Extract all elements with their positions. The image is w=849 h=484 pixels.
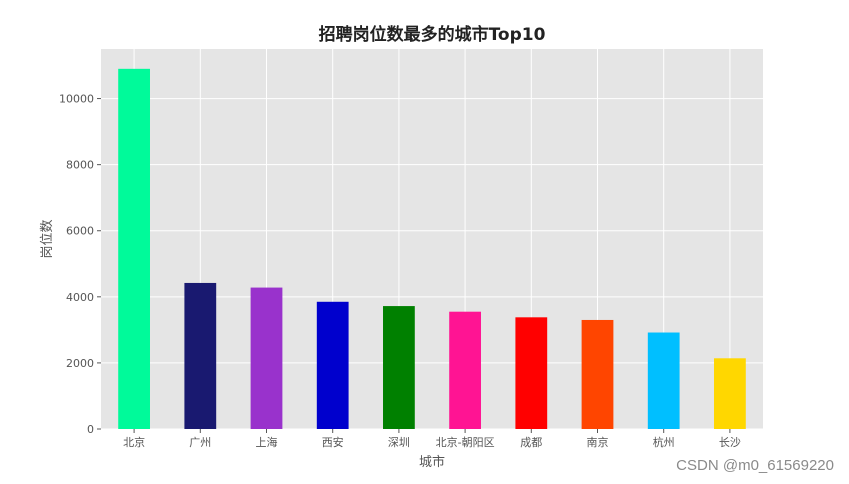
y-tick-label: 4000 xyxy=(66,291,94,304)
x-tick-label: 北京 xyxy=(123,435,145,449)
x-tick-label: 南京 xyxy=(587,435,609,449)
bar-1 xyxy=(118,68,150,430)
bar-2 xyxy=(184,282,217,429)
chart-title: 招聘岗位数最多的城市Top10 xyxy=(319,24,546,45)
y-tick-labels: 0 2000 4000 6000 8000 10000 xyxy=(59,93,101,436)
y-tick-label: 0 xyxy=(87,423,94,436)
x-tick-labels: 北京 广州 上海 西安 深圳 北京-朝阳区 成都 南京 杭州 长沙 xyxy=(123,429,741,449)
watermark-text: CSDN @m0_61569220 xyxy=(676,457,834,474)
bar-8 xyxy=(581,319,614,429)
y-axis-label: 岗位数 xyxy=(40,219,55,258)
bar-9 xyxy=(647,332,680,429)
y-tick-label: 6000 xyxy=(66,225,94,238)
x-tick-label: 杭州 xyxy=(653,435,675,449)
x-tick-label: 北京-朝阳区 xyxy=(436,435,495,449)
y-tick-label: 10000 xyxy=(59,93,94,106)
x-tick-label: 广州 xyxy=(189,436,211,449)
x-tick-label: 成都 xyxy=(520,436,542,449)
bar-10 xyxy=(714,358,746,429)
bar-5 xyxy=(383,306,415,429)
bar-6 xyxy=(449,311,481,429)
bar-3 xyxy=(250,287,283,429)
bars xyxy=(118,68,746,430)
x-tick-label: 上海 xyxy=(256,435,278,449)
y-tick-label: 2000 xyxy=(66,357,94,370)
bar-7 xyxy=(515,317,548,429)
x-tick-label: 深圳 xyxy=(388,436,410,449)
y-tick-label: 8000 xyxy=(66,159,94,172)
bar-4 xyxy=(316,301,349,429)
x-tick-label: 西安 xyxy=(322,435,344,449)
x-axis-label: 城市 xyxy=(419,454,445,470)
x-tick-label: 长沙 xyxy=(719,436,741,449)
